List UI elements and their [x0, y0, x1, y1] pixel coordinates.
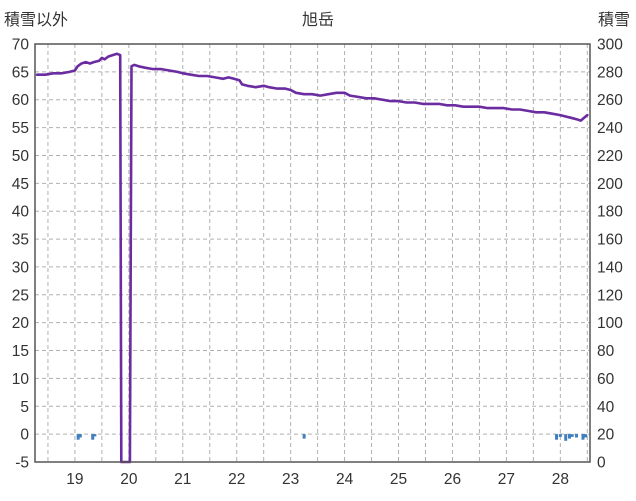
precip-bar	[564, 434, 568, 441]
x-tick-label: 24	[336, 471, 354, 488]
left-tick-label: 0	[20, 427, 29, 444]
right-tick-label: 180	[597, 204, 623, 221]
precip-bar	[76, 434, 80, 440]
left-tick-label: 35	[12, 232, 29, 249]
left-tick-label: 65	[12, 64, 29, 81]
precip-bar	[581, 434, 585, 440]
right-tick-label: 140	[597, 259, 623, 276]
left-tick-label: 25	[12, 287, 29, 304]
right-tick-label: 100	[597, 315, 623, 332]
x-tick-label: 26	[444, 471, 461, 488]
left-tick-label: 30	[12, 259, 30, 276]
x-tick-label: 23	[282, 471, 299, 488]
plot-border	[34, 43, 591, 463]
left-tick-label: 70	[12, 37, 30, 54]
right-axis-title: 積雪	[597, 12, 630, 29]
precipitation-bars	[76, 434, 588, 441]
precip-bar	[575, 434, 579, 438]
right-axis-tick-labels: 3002802602402202001801601401201008060402…	[597, 37, 623, 472]
precip-bar	[570, 434, 574, 437]
right-tick-label: 280	[597, 64, 623, 81]
chart-title: 旭岳	[301, 12, 334, 29]
left-axis-title: 積雪以外	[4, 12, 69, 29]
right-tick-label: 260	[597, 92, 623, 109]
left-tick-label: 60	[12, 92, 30, 109]
left-tick-label: 45	[12, 176, 29, 193]
left-tick-label: 50	[12, 148, 30, 165]
left-tick-label: 55	[12, 120, 29, 137]
right-tick-label: 0	[597, 455, 606, 472]
right-tick-label: 240	[597, 120, 623, 137]
x-tick-label: 25	[390, 471, 407, 488]
grid-lines	[35, 43, 590, 463]
left-tick-label: 10	[12, 371, 30, 388]
left-tick-label: 40	[12, 204, 30, 221]
x-tick-label: 19	[66, 471, 83, 488]
precip-bar	[568, 434, 572, 439]
precip-bar	[91, 434, 95, 440]
precip-bar	[555, 434, 559, 440]
x-tick-label: 27	[498, 471, 515, 488]
precip-bar	[558, 434, 562, 437]
precip-bar	[93, 434, 97, 437]
precip-bar	[78, 434, 82, 438]
precip-bar	[302, 434, 306, 439]
left-tick-label: 5	[20, 399, 29, 416]
right-tick-label: 200	[597, 176, 623, 193]
x-tick-label: 20	[120, 471, 138, 488]
right-tick-label: 160	[597, 232, 623, 249]
right-tick-label: 20	[597, 427, 615, 444]
x-tick-label: 22	[228, 471, 245, 488]
precip-bar	[584, 434, 588, 438]
right-tick-label: 80	[597, 343, 615, 360]
left-tick-label: 15	[12, 343, 29, 360]
x-tick-label: 21	[174, 471, 191, 488]
left-tick-label: 20	[12, 315, 30, 332]
right-tick-label: 60	[597, 371, 615, 388]
x-tick-label: 28	[552, 471, 569, 488]
right-tick-label: 220	[597, 148, 623, 165]
left-tick-label: -5	[15, 455, 29, 472]
right-tick-label: 300	[597, 37, 623, 54]
right-tick-label: 120	[597, 287, 623, 304]
x-axis-tick-labels: 19 20 21 22 23 24 25 26 27 28	[66, 471, 569, 488]
right-tick-label: 40	[597, 399, 615, 416]
snow-depth-line	[35, 52, 589, 464]
